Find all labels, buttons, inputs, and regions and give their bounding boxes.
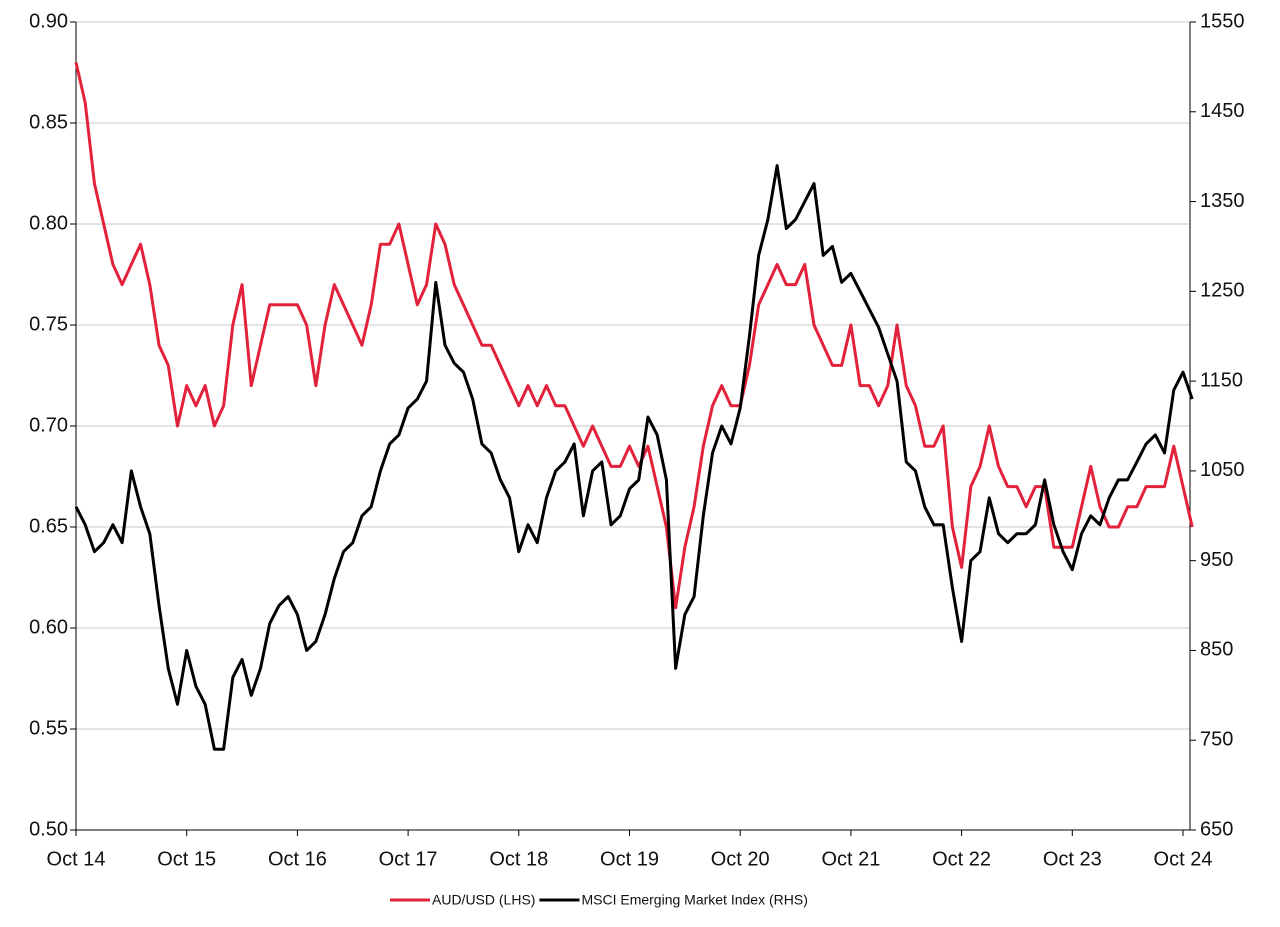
x-tick-label: Oct 19 bbox=[600, 848, 659, 870]
x-tick-label: Oct 22 bbox=[932, 848, 991, 870]
x-tick-label: Oct 15 bbox=[157, 848, 216, 870]
y-tick-label: 0.50 bbox=[29, 818, 68, 840]
x-tick-label: Oct 16 bbox=[268, 848, 327, 870]
y2-tick-label: 1350 bbox=[1200, 190, 1245, 212]
y2-tick-label: 750 bbox=[1200, 729, 1233, 751]
y-tick-label: 0.80 bbox=[29, 212, 68, 234]
y-tick-label: 0.70 bbox=[29, 414, 68, 436]
y2-tick-label: 1050 bbox=[1200, 459, 1245, 481]
x-tick-label: Oct 18 bbox=[489, 848, 548, 870]
legend: AUD/USD (LHS) MSCI Emerging Market Index … bbox=[390, 892, 808, 908]
y2-tick-label: 950 bbox=[1200, 549, 1233, 571]
y2-tick-label: 650 bbox=[1200, 818, 1233, 840]
y-tick-label: 0.60 bbox=[29, 616, 68, 638]
y2-tick-label: 1150 bbox=[1200, 369, 1243, 391]
y-tick-label: 0.55 bbox=[29, 717, 68, 739]
x-tick-label: Oct 21 bbox=[821, 848, 880, 870]
y-tick-label: 0.85 bbox=[29, 111, 68, 133]
x-tick-label: Oct 17 bbox=[379, 848, 438, 870]
series-line bbox=[74, 62, 1194, 610]
x-tick-label: Oct 23 bbox=[1043, 848, 1102, 870]
y2-tick-label: 850 bbox=[1200, 639, 1233, 661]
y-tick-label: 0.75 bbox=[29, 313, 68, 335]
y-tick-label: 0.65 bbox=[29, 515, 68, 537]
y-tick-label: 0.90 bbox=[29, 10, 68, 32]
x-tick-label: Oct 24 bbox=[1154, 848, 1213, 870]
series-line bbox=[74, 164, 1194, 751]
x-tick-label: Oct 20 bbox=[711, 848, 770, 870]
y2-tick-label: 1450 bbox=[1200, 100, 1245, 122]
legend-label: AUD/USD (LHS) bbox=[432, 892, 535, 908]
x-tick-label: Oct 14 bbox=[47, 848, 106, 870]
y2-tick-label: 1250 bbox=[1200, 280, 1245, 302]
legend-label: MSCI Emerging Market Index (RHS) bbox=[581, 892, 807, 908]
y2-tick-label: 1550 bbox=[1200, 10, 1245, 32]
